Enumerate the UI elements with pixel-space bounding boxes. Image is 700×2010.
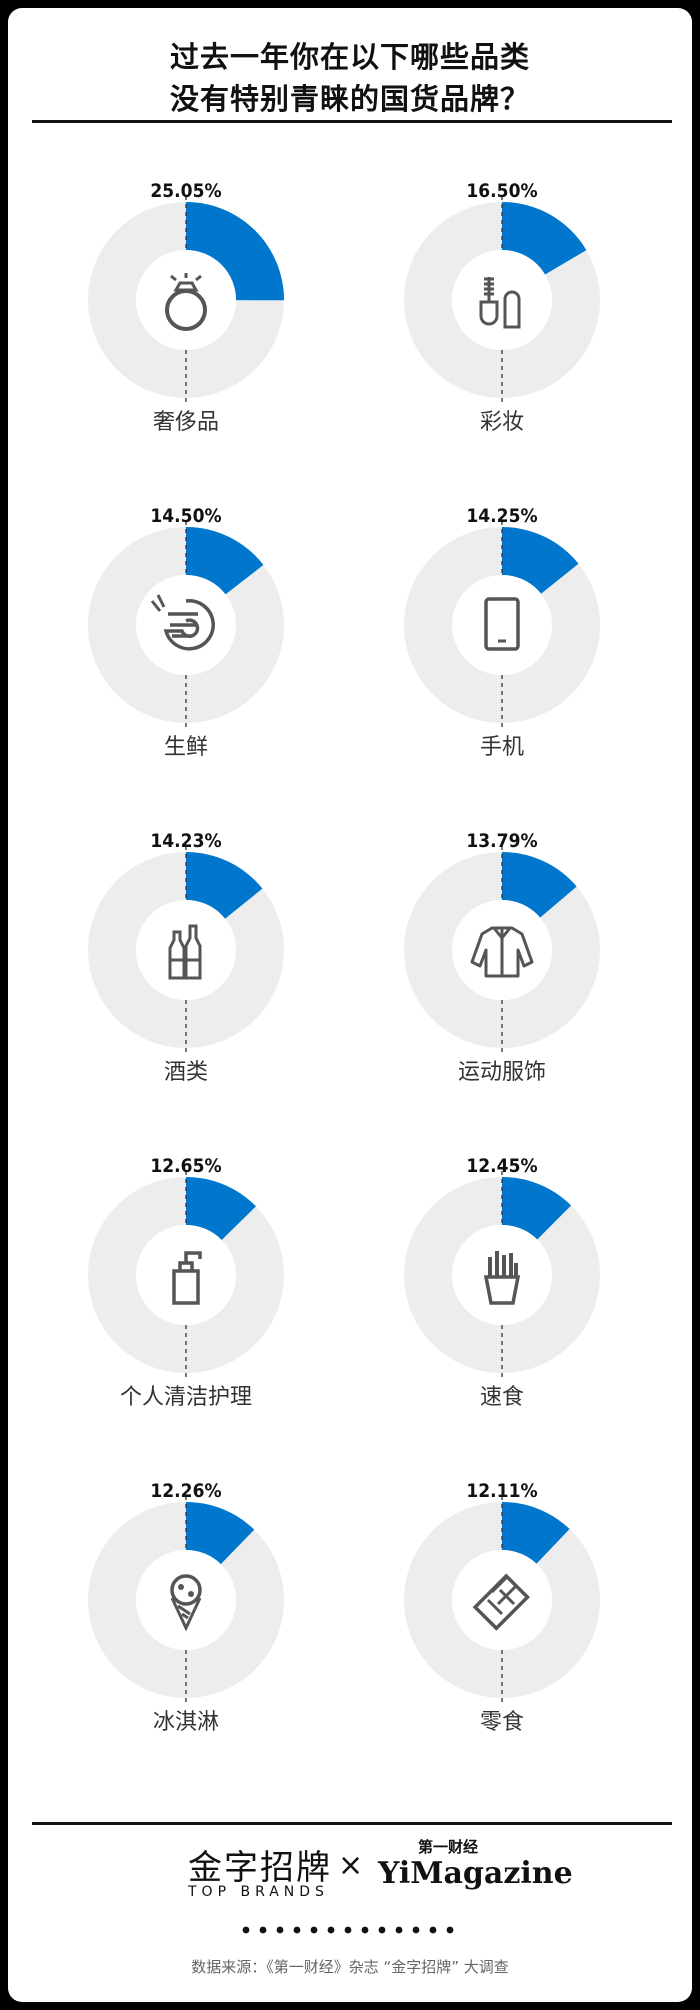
title-line-2: 没有特别青睐的国货品牌？ — [169, 82, 530, 116]
category-label: 彩妆 — [479, 410, 524, 435]
donut-center — [452, 250, 552, 350]
top-brands-logo-en: TOP BRANDS — [188, 1884, 329, 1900]
category-label: 运动服饰 — [457, 1060, 546, 1085]
bottles-icon — [168, 924, 202, 980]
yimagazine-logo-cn: 第一财经 — [418, 1838, 479, 1856]
value-label: 16.50% — [466, 180, 538, 202]
top-brands-logo-cn: 金字招牌 — [188, 1848, 332, 1888]
donut-chart — [403, 1496, 600, 1706]
divider-dot — [395, 1926, 403, 1934]
donut-chart — [403, 521, 600, 731]
donut-chart — [403, 196, 600, 406]
divider-dot — [293, 1926, 301, 1934]
divider-dot — [412, 1926, 420, 1934]
donut-chart — [403, 846, 600, 1056]
divider-dot — [361, 1926, 369, 1934]
category-label: 酒类 — [163, 1060, 208, 1085]
donut-value-slice — [502, 202, 587, 275]
value-label: 14.23% — [150, 830, 222, 852]
category-label: 个人清洁护理 — [119, 1385, 252, 1410]
value-label: 25.05% — [150, 180, 222, 202]
category-label: 冰淇淋 — [152, 1710, 219, 1735]
category-label: 速食 — [479, 1385, 524, 1410]
phone-icon — [484, 597, 520, 651]
value-label: 12.65% — [150, 1155, 222, 1177]
donut-panel: 14.50% 生鲜 — [52, 469, 372, 767]
donut-value-slice — [502, 1177, 572, 1240]
divider-dot — [378, 1926, 386, 1934]
donut-center — [136, 250, 236, 350]
donut-grid: 25.05% 奢侈品 16.50% 彩妆 14.50% 生鲜 14.25% 手机 14.23% 酒… — [8, 8, 692, 2002]
divider-dot — [344, 1926, 352, 1934]
jacket-icon — [470, 926, 534, 978]
data-source-note: 数据来源：《第一财经》杂志 “金字招牌” 大调查 — [191, 1958, 509, 1976]
donut-chart — [87, 521, 284, 731]
donut-value-slice — [186, 852, 263, 919]
donut-chart — [87, 1496, 284, 1706]
donut-value-slice — [502, 527, 579, 594]
value-label: 14.50% — [150, 505, 222, 527]
donut-value-slice — [186, 1177, 256, 1240]
value-label: 12.45% — [466, 1155, 538, 1177]
donut-panel: 14.23% 酒类 — [52, 794, 372, 1092]
donut-panel: 12.26% 冰淇淋 — [52, 1444, 372, 1742]
divider-dot — [327, 1926, 335, 1934]
category-label: 零食 — [479, 1710, 524, 1735]
makeup-icon — [479, 277, 521, 329]
donut-value-slice — [186, 202, 284, 301]
infographic-card: 过去一年你在以下哪些品类 没有特别青睐的国货品牌？ 25.05% 奢侈品 16.50… — [8, 8, 692, 2002]
category-label: 手机 — [479, 735, 524, 760]
donut-center — [452, 575, 552, 675]
shrimp-icon — [150, 594, 215, 651]
donut-panel: 25.05% 奢侈品 — [52, 144, 372, 442]
category-label: 生鲜 — [163, 735, 208, 760]
divider-dot — [242, 1926, 250, 1934]
donut-chart — [87, 1171, 284, 1381]
times-sign: × — [338, 1848, 364, 1883]
donut-panel: 12.65% 个人清洁护理 — [52, 1119, 372, 1417]
dot-row-divider — [242, 1926, 454, 1934]
title-divider — [32, 120, 672, 123]
donut-panel: 12.11% 零食 — [368, 1444, 688, 1742]
donut-panel: 13.79% 运动服饰 — [368, 794, 688, 1092]
donut-panel: 16.50% 彩妆 — [368, 144, 688, 442]
donut-center — [136, 1225, 236, 1325]
chocolate-icon — [472, 1573, 530, 1631]
title-line-1: 过去一年你在以下哪些品类 — [169, 40, 530, 74]
divider-dot — [429, 1926, 437, 1934]
footer-divider — [32, 1822, 672, 1825]
divider-dot — [446, 1926, 454, 1934]
donut-track — [87, 1502, 284, 1698]
donut-panel: 12.45% 速食 — [368, 1119, 688, 1417]
divider-dot — [310, 1926, 318, 1934]
divider-dot — [276, 1926, 284, 1934]
pump-bottle-icon — [172, 1251, 202, 1305]
divider-dot — [259, 1926, 267, 1934]
donut-value-slice — [502, 852, 577, 918]
donut-value-slice — [186, 527, 264, 595]
value-label: 13.79% — [466, 830, 538, 852]
donut-track — [403, 1177, 600, 1373]
donut-chart — [87, 196, 284, 406]
value-label: 14.25% — [466, 505, 538, 527]
donut-center — [136, 1550, 236, 1650]
donut-value-slice — [502, 1502, 570, 1564]
ring-icon — [165, 273, 207, 331]
donut-track — [403, 1502, 600, 1698]
fries-icon — [483, 1251, 521, 1305]
yimagazine-logo: YiMagazine — [378, 1856, 573, 1891]
donut-panel: 14.25% 手机 — [368, 469, 688, 767]
value-label: 12.26% — [150, 1480, 222, 1502]
donut-chart — [403, 1171, 600, 1381]
category-label: 奢侈品 — [152, 410, 219, 435]
donut-value-slice — [186, 1502, 255, 1565]
value-label: 12.11% — [466, 1480, 538, 1502]
donut-chart — [87, 846, 284, 1056]
ice-cream-icon — [170, 1574, 202, 1632]
